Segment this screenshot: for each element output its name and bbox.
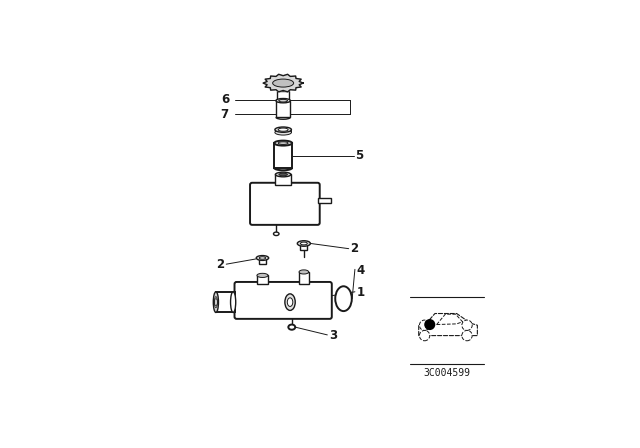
Circle shape (425, 320, 435, 329)
Ellipse shape (276, 99, 291, 103)
Ellipse shape (279, 173, 287, 176)
Bar (275, 174, 291, 185)
Circle shape (462, 331, 472, 341)
Ellipse shape (300, 242, 307, 245)
Bar (259, 257, 266, 264)
Ellipse shape (259, 257, 266, 259)
Text: 1: 1 (356, 286, 364, 299)
Bar (276, 101, 291, 117)
Ellipse shape (299, 270, 308, 274)
Text: 7: 7 (220, 108, 228, 121)
Ellipse shape (274, 141, 292, 146)
Ellipse shape (275, 130, 291, 135)
Ellipse shape (285, 294, 295, 310)
Bar (216, 292, 235, 313)
Polygon shape (263, 74, 303, 92)
Text: 3C004599: 3C004599 (424, 368, 470, 378)
Ellipse shape (279, 99, 287, 102)
Ellipse shape (335, 286, 352, 311)
Ellipse shape (298, 241, 310, 246)
FancyBboxPatch shape (234, 282, 332, 319)
Circle shape (419, 320, 430, 331)
Ellipse shape (287, 298, 293, 306)
Ellipse shape (273, 232, 279, 236)
Bar (277, 91, 289, 105)
Text: 2: 2 (216, 258, 225, 271)
Text: 3: 3 (329, 329, 337, 342)
Bar (299, 272, 308, 284)
Ellipse shape (275, 172, 291, 177)
Ellipse shape (213, 292, 218, 313)
Ellipse shape (257, 273, 268, 277)
Text: 4: 4 (356, 263, 365, 276)
Text: 5: 5 (355, 149, 363, 162)
Text: 2: 2 (349, 242, 358, 255)
Ellipse shape (273, 79, 294, 87)
Bar (300, 243, 307, 250)
Ellipse shape (275, 127, 291, 132)
Ellipse shape (289, 324, 295, 330)
Ellipse shape (256, 255, 269, 260)
Ellipse shape (278, 142, 288, 144)
Ellipse shape (230, 292, 236, 313)
Circle shape (462, 320, 472, 331)
Text: 6: 6 (221, 93, 230, 106)
FancyBboxPatch shape (250, 183, 320, 225)
Bar (317, 198, 332, 203)
Bar (257, 276, 268, 284)
Circle shape (419, 331, 430, 341)
Ellipse shape (278, 128, 288, 131)
Bar (274, 143, 292, 168)
